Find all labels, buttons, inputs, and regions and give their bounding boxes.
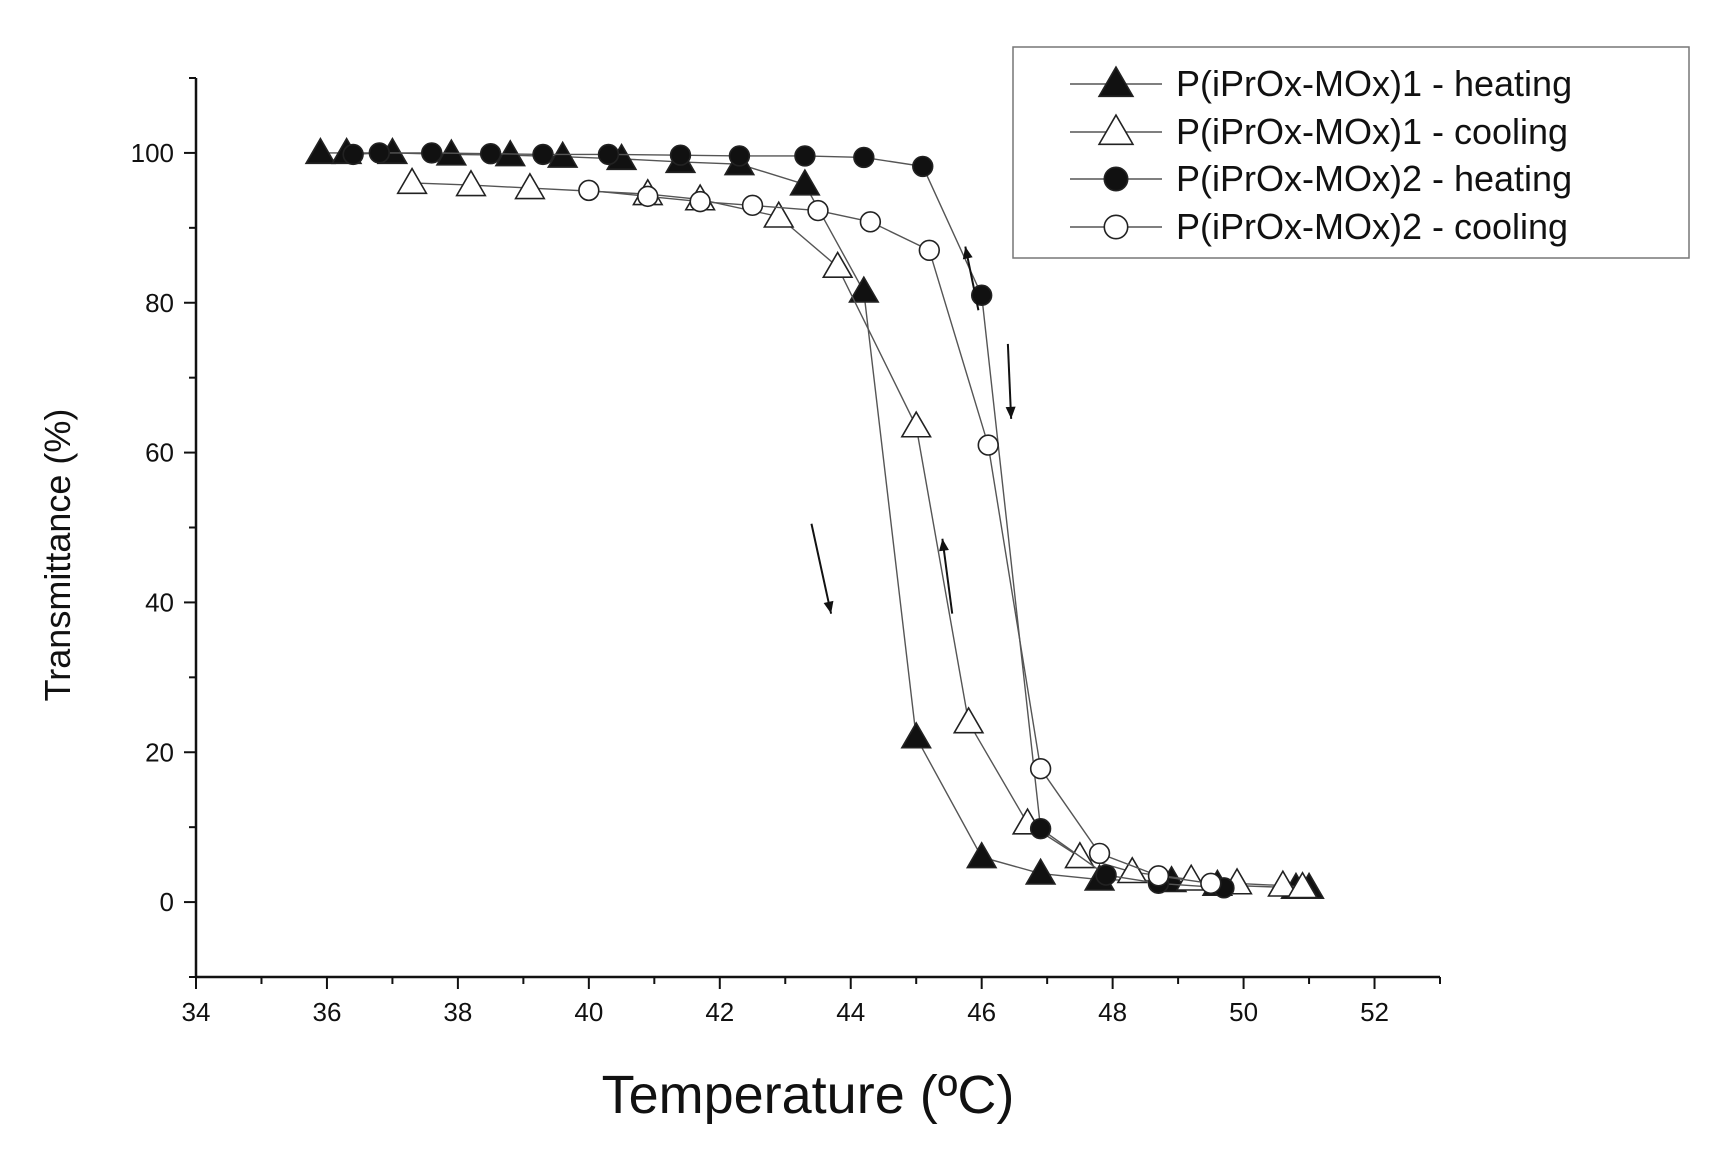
x-tick-label: 44 bbox=[836, 997, 865, 1027]
legend-label: P(iPrOx-MOx)1 - heating bbox=[1176, 63, 1572, 104]
legend-item: P(iPrOx-MOx)2 - heating bbox=[1070, 158, 1572, 199]
x-tick-label: 52 bbox=[1360, 997, 1389, 1027]
arrow-head bbox=[823, 600, 834, 614]
x-tick-label: 46 bbox=[967, 997, 996, 1027]
data-point bbox=[900, 721, 932, 749]
y-ticks: 0 20 40 60 80 100 bbox=[131, 77, 196, 978]
data-point bbox=[789, 168, 821, 196]
y-tick-label: 80 bbox=[145, 288, 174, 318]
y-tick-label: 0 bbox=[160, 887, 174, 917]
data-point bbox=[912, 155, 934, 178]
legend-item: P(iPrOx-MOx)1 - cooling bbox=[1070, 111, 1568, 152]
data-point bbox=[304, 136, 337, 165]
legend-items: P(iPrOx-MOx)1 - heating P(iPrOx-MOx)1 - c… bbox=[1070, 63, 1572, 247]
legend-marker bbox=[1103, 214, 1129, 240]
data-point bbox=[1147, 865, 1170, 887]
legend: P(iPrOx-MOx)1 - heating P(iPrOx-MOx)1 - c… bbox=[1012, 46, 1690, 259]
data-point bbox=[368, 142, 391, 164]
x-ticks: 34 36 38 40 42 44 46 48 50 52 bbox=[182, 977, 1441, 1027]
legend-marker bbox=[1097, 65, 1135, 98]
data-point bbox=[859, 211, 882, 233]
direction-arrow bbox=[1006, 343, 1013, 419]
data-point bbox=[763, 200, 795, 228]
data-point bbox=[514, 172, 546, 200]
direction-arrows bbox=[810, 246, 1016, 614]
data-point bbox=[421, 142, 443, 164]
data-point bbox=[637, 185, 659, 208]
direction-arrow bbox=[810, 523, 833, 614]
series-line bbox=[588, 189, 1211, 885]
data-point bbox=[1267, 869, 1299, 897]
x-tick-label: 40 bbox=[574, 997, 603, 1027]
data-point bbox=[965, 841, 998, 869]
arrow-head bbox=[962, 246, 973, 260]
x-tick-label: 50 bbox=[1229, 997, 1258, 1027]
direction-arrow bbox=[941, 538, 954, 614]
series-line bbox=[353, 152, 1224, 889]
y-tick-label: 60 bbox=[145, 438, 174, 468]
data-point bbox=[342, 143, 364, 166]
data-point bbox=[669, 144, 692, 166]
data-point bbox=[1286, 871, 1319, 899]
data-point bbox=[1024, 857, 1057, 885]
data-point bbox=[532, 143, 554, 166]
legend-marker bbox=[1103, 166, 1129, 192]
data-point bbox=[1029, 758, 1052, 780]
arrow-head bbox=[1005, 406, 1016, 419]
x-tick-label: 42 bbox=[705, 997, 734, 1027]
x-axis-label: Temperature (ºC) bbox=[602, 1065, 1015, 1125]
series-line bbox=[320, 152, 1310, 889]
data-point bbox=[1029, 817, 1052, 840]
arrow-head bbox=[939, 538, 949, 552]
data-point bbox=[455, 169, 487, 197]
plot-area: 0 20 40 60 80 100 34 36 38 40 42 44 46 48 50 52 bbox=[131, 77, 1441, 1027]
legend-marker bbox=[1097, 113, 1135, 146]
series-4 bbox=[578, 179, 1222, 895]
data-point bbox=[821, 250, 854, 278]
x-tick-label: 48 bbox=[1098, 997, 1127, 1027]
x-tick-label: 36 bbox=[312, 997, 341, 1027]
legend-label: P(iPrOx-MOx)2 - cooling bbox=[1176, 206, 1568, 247]
data-point bbox=[1200, 872, 1222, 895]
legend-item: P(iPrOx-MOx)1 - heating bbox=[1070, 63, 1572, 104]
x-tick-label: 34 bbox=[182, 997, 211, 1027]
y-axis-label: Transmittance (%) bbox=[37, 409, 78, 702]
data-point bbox=[689, 190, 711, 213]
data-point bbox=[1088, 842, 1111, 865]
data-point bbox=[900, 410, 932, 438]
data-point bbox=[479, 142, 502, 165]
series-2 bbox=[396, 166, 1319, 899]
y-tick-label: 20 bbox=[145, 737, 174, 767]
data-point bbox=[807, 199, 829, 222]
data-point bbox=[597, 143, 620, 166]
data-point bbox=[1095, 864, 1117, 886]
data-point bbox=[741, 194, 764, 217]
data-point bbox=[794, 145, 816, 167]
series-group bbox=[304, 136, 1325, 900]
data-point bbox=[977, 434, 999, 456]
data-point bbox=[918, 239, 941, 262]
data-point bbox=[1116, 856, 1148, 884]
data-point bbox=[396, 166, 428, 195]
legend-label: P(iPrOx-MOx)2 - heating bbox=[1176, 158, 1572, 199]
data-point bbox=[578, 179, 600, 202]
data-point bbox=[728, 145, 751, 167]
data-point bbox=[1175, 863, 1207, 891]
y-tick-label: 100 bbox=[131, 138, 174, 168]
y-tick-label: 40 bbox=[145, 587, 174, 617]
legend-label: P(iPrOx-MOx)1 - cooling bbox=[1176, 111, 1568, 152]
legend-item: P(iPrOx-MOx)2 - cooling bbox=[1070, 206, 1568, 247]
data-point bbox=[952, 706, 985, 734]
x-tick-label: 38 bbox=[443, 997, 472, 1027]
data-point bbox=[853, 146, 875, 169]
data-point bbox=[848, 275, 880, 303]
